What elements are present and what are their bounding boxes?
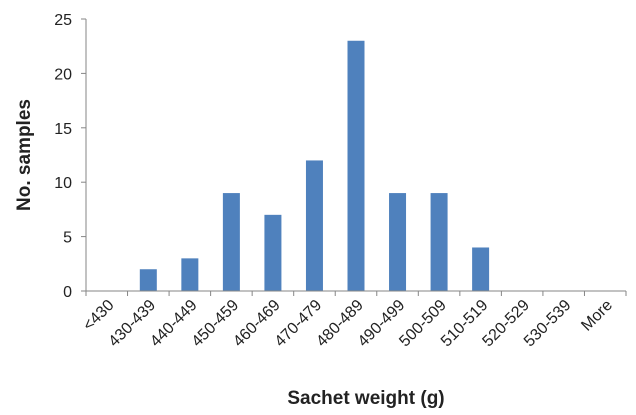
y-axis-title: No. samples: [14, 99, 35, 211]
y-tick-label-15: 15: [54, 121, 72, 138]
bar-450-459: [222, 193, 240, 291]
x-axis-title: Sachet weight (g): [287, 388, 444, 409]
bar-460-469: [264, 214, 282, 291]
bar-500-509: [430, 193, 448, 291]
x-tick-label-<430: <430: [80, 297, 118, 335]
axes-layer: [81, 18, 627, 296]
x-tick-label-530-539: 530-539: [521, 297, 575, 351]
x-tick-label-More: More: [578, 297, 616, 335]
bars-layer: [139, 40, 490, 292]
y-tick-label-25: 25: [54, 12, 72, 29]
y-tick-label-0: 0: [63, 284, 72, 301]
y-tick-label-10: 10: [54, 175, 72, 192]
bar-490-499: [389, 193, 407, 291]
bar-480-489: [347, 40, 365, 292]
bar-470-479: [305, 160, 323, 291]
bar-430-439: [139, 269, 157, 291]
bar-440-449: [181, 258, 199, 291]
bar-510-519: [472, 247, 490, 291]
y-tick-label-5: 5: [63, 230, 72, 247]
y-tick-label-20: 20: [54, 66, 72, 83]
